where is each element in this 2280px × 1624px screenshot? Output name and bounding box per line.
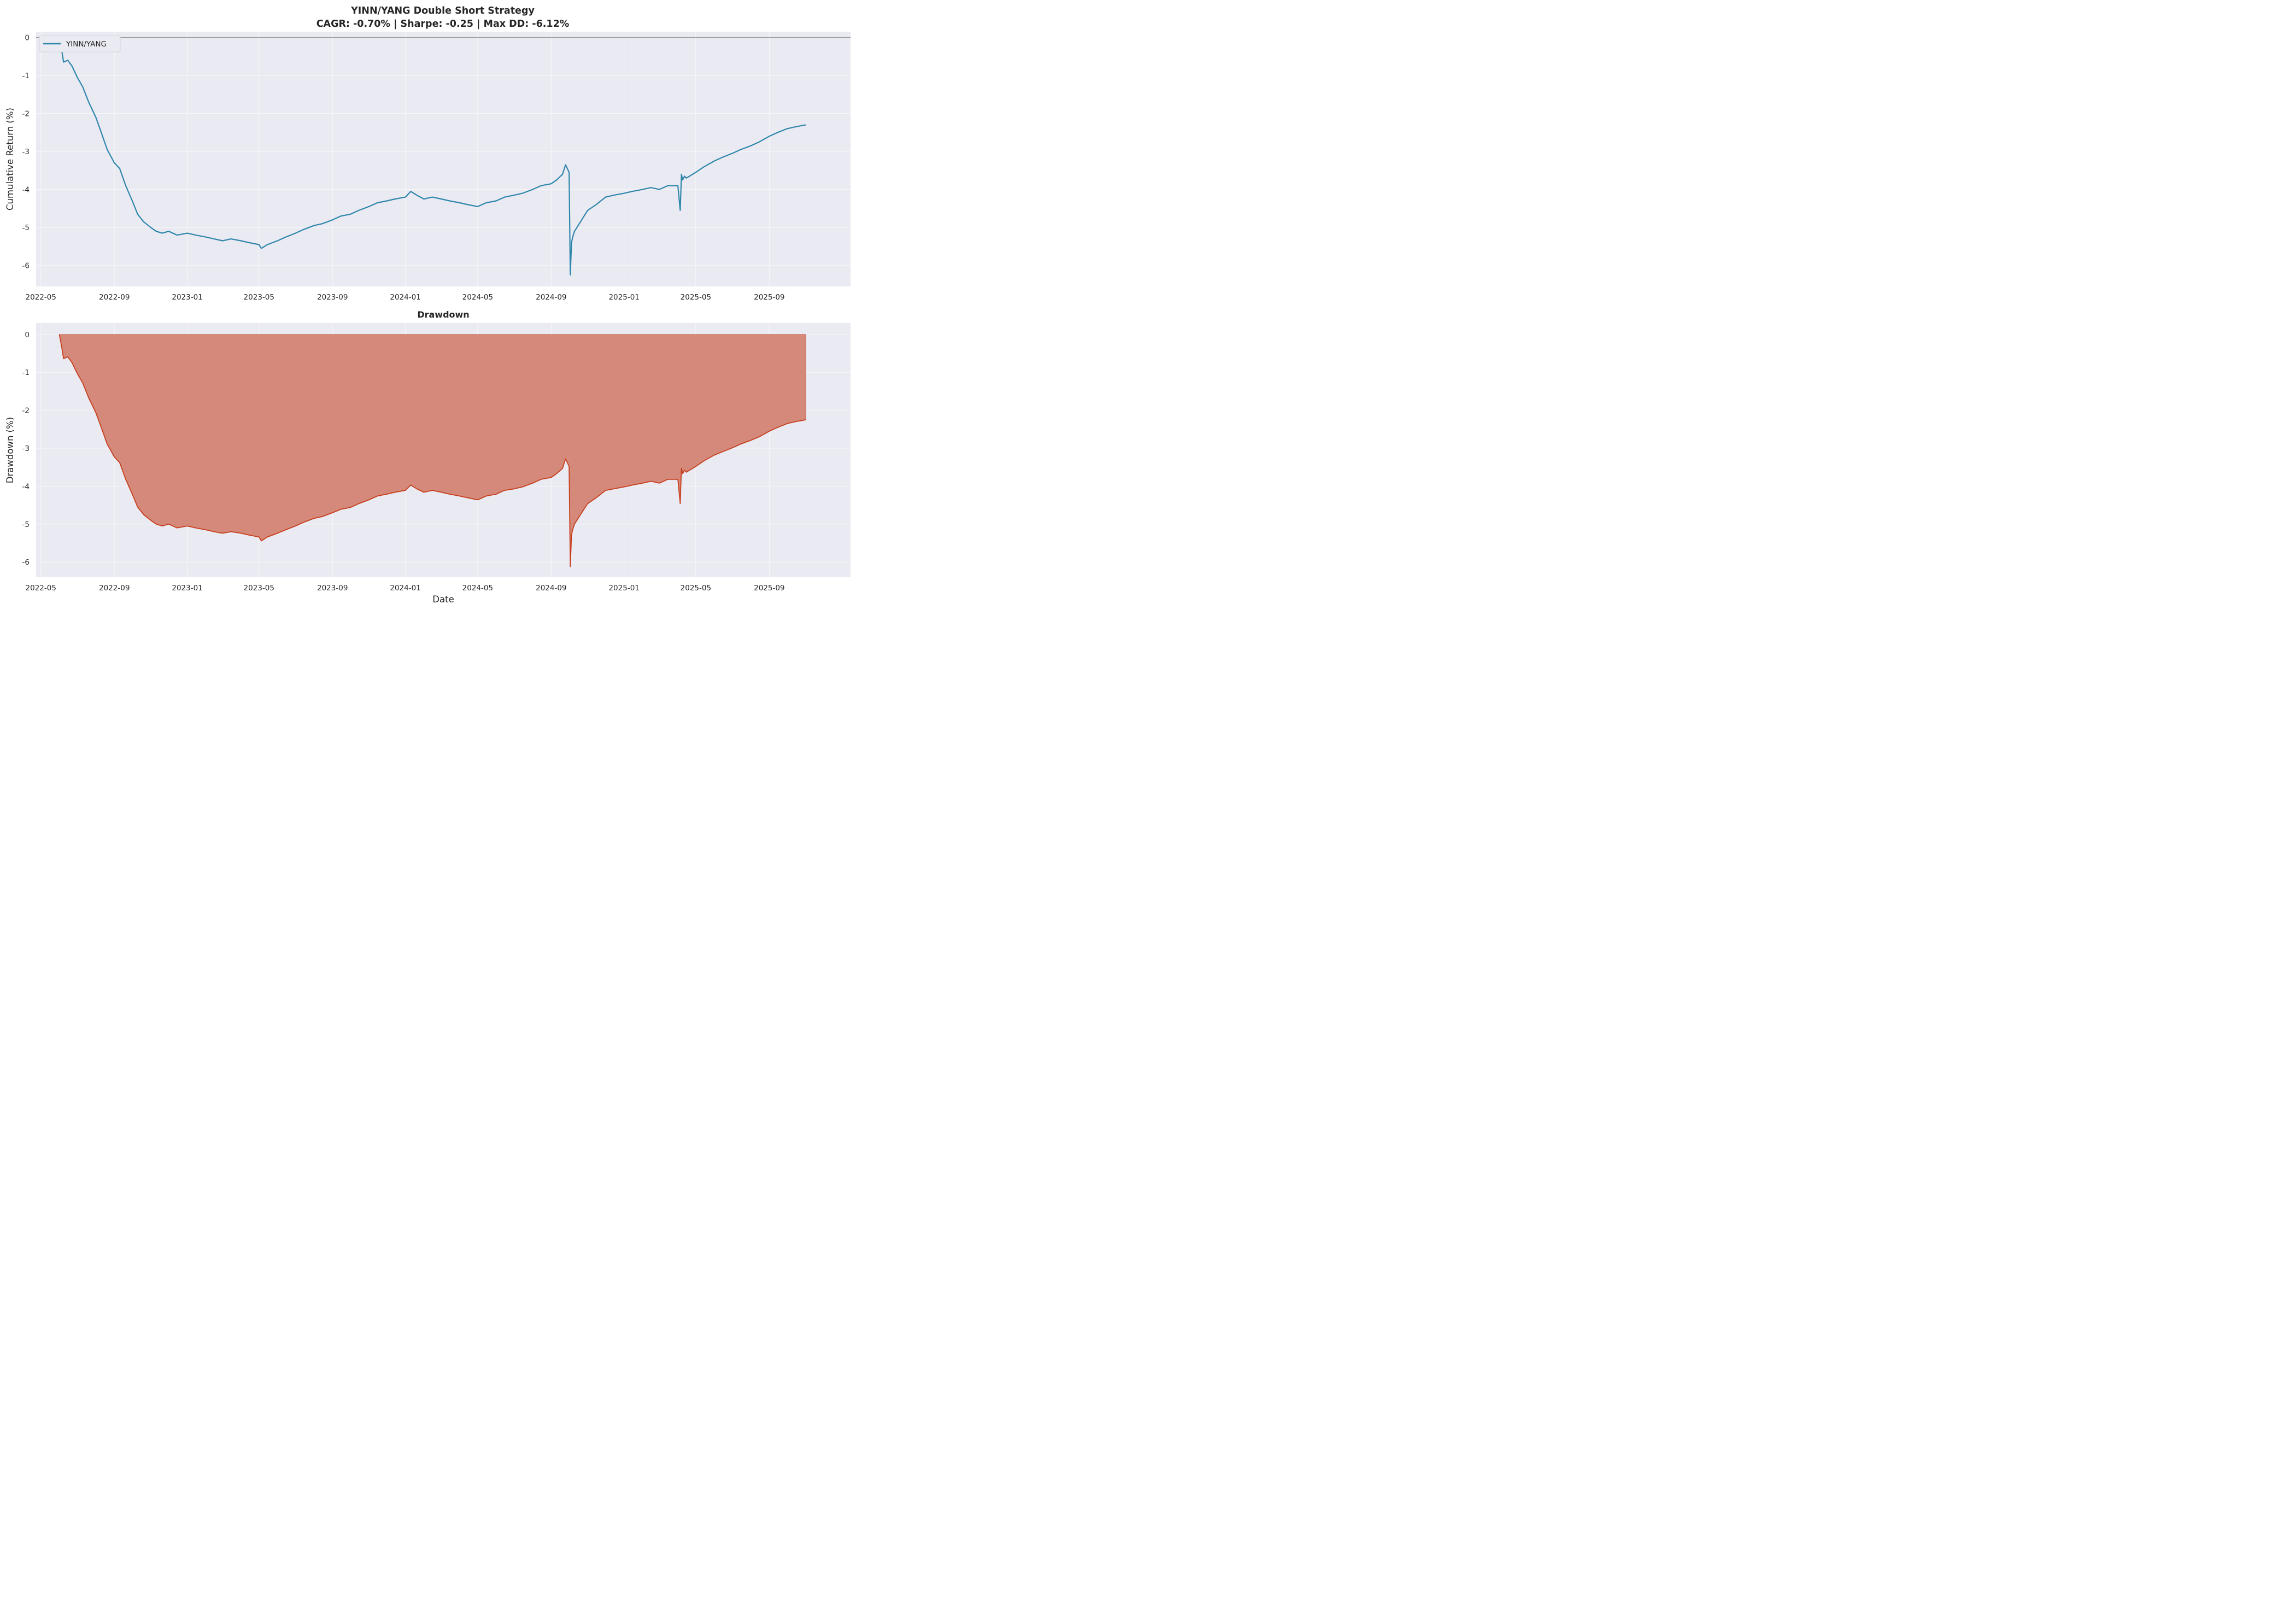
figure: YINN/YANG Double Short Strategy CAGR: -0… [5, 5, 851, 605]
y-tick-label: -3 [22, 148, 30, 156]
y-tick-label: -1 [22, 72, 30, 80]
x-tick-label: 2023-01 [172, 584, 202, 593]
drawdown-line [58, 334, 806, 567]
x-tick-label: 2024-05 [462, 293, 493, 302]
x-tick-label: 2022-05 [26, 293, 56, 302]
x-tick-label: 2024-05 [462, 584, 493, 593]
x-tick-label: 2024-01 [390, 584, 420, 593]
x-tick-label: 2024-01 [390, 293, 420, 302]
cumulative-return-line [58, 37, 806, 276]
x-tick-label: 2023-01 [172, 293, 202, 302]
figure-subtitle-metrics: CAGR: -0.70% | Sharpe: -0.25 | Max DD: -… [316, 19, 570, 30]
panel-title: Drawdown [417, 309, 469, 320]
figure-title: YINN/YANG Double Short Strategy [350, 5, 535, 16]
x-tick-label: 2024-09 [536, 293, 566, 302]
legend: YINN/YANG [39, 35, 121, 52]
x-tick-label: 2023-05 [244, 293, 274, 302]
x-tick-label: 2022-09 [99, 293, 130, 302]
y-tick-label: -4 [22, 482, 30, 491]
x-tick-label: 2025-01 [608, 293, 639, 302]
y-tick-label: -5 [22, 520, 30, 529]
cumulative-return-panel: 2022-05 2022-09 2023-01 2023-05 2023-09 2024-… [5, 32, 851, 302]
x-tick-label: 2023-09 [317, 293, 348, 302]
y-axis-label: Cumulative Return (%) [5, 108, 15, 210]
y-tick-label: -6 [22, 262, 30, 271]
y-axis-label: Drawdown (%) [5, 417, 15, 483]
x-tick-label: 2025-05 [681, 293, 711, 302]
legend-box [39, 35, 121, 52]
y-tick-label: -5 [22, 224, 30, 232]
x-tick-label: 2025-09 [754, 293, 784, 302]
legend-label: YINN/YANG [66, 40, 107, 49]
x-tick-label: 2023-05 [244, 584, 274, 593]
x-tick-label: 2022-05 [26, 584, 56, 593]
x-tick-label: 2025-09 [754, 584, 784, 593]
y-tick-label: -4 [22, 186, 30, 195]
y-tick-label: -3 [22, 444, 30, 453]
y-tick-label: 0 [25, 33, 30, 42]
y-tick-label: -2 [22, 407, 30, 415]
x-tick-label: 2022-09 [99, 584, 130, 593]
x-tick-label: 2024-09 [536, 584, 566, 593]
drawdown-panel: 2022-05 2022-09 2023-01 2023-05 2023-09 2024-… [5, 309, 851, 605]
y-tick-label: 0 [25, 331, 30, 339]
x-tick-label: 2023-09 [317, 584, 348, 593]
y-tick-label: -6 [22, 558, 30, 567]
y-tick-label: -1 [22, 368, 30, 377]
plot-background [36, 32, 851, 286]
x-tick-label: 2025-01 [608, 584, 639, 593]
x-tick-label: 2025-05 [681, 584, 711, 593]
x-axis-label: Date [432, 594, 454, 605]
y-tick-label: -2 [22, 110, 30, 119]
